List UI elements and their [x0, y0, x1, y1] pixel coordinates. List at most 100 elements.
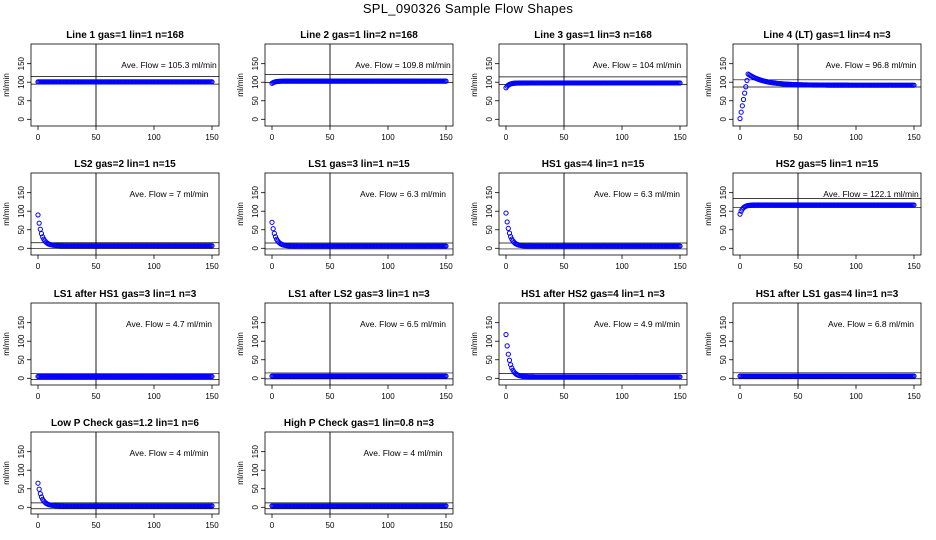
x-tick-label: 50: [92, 521, 101, 530]
y-tick-label: 100: [719, 75, 728, 89]
y-tick-label: 50: [719, 96, 728, 105]
average-flow-annotation: Ave. Flow = 6.3 ml/min: [594, 189, 680, 199]
data-point: [36, 486, 42, 492]
panel-10: LS1 after LS2 gas=3 lin=1 n=3 ml/min 0 50 10…: [236, 289, 454, 401]
data-point: [506, 357, 513, 363]
y-tick-label: 150: [251, 185, 260, 199]
y-tick-label: 50: [251, 225, 260, 234]
x-tick-label: 0: [270, 262, 275, 271]
y-tick-label: 50: [17, 484, 26, 493]
y-tick-label: 150: [485, 185, 494, 199]
data-point: [677, 80, 683, 86]
x-tick-label: 50: [326, 133, 335, 142]
plot-frame: [30, 302, 220, 386]
y-tick-label: 0: [251, 117, 260, 122]
x-tick-label: 150: [205, 133, 219, 142]
y-tick-label: 100: [251, 75, 260, 89]
panel-title: LS1 after HS1 gas=3 lin=1 n=3: [54, 289, 197, 300]
y-axis-label: ml/min: [470, 202, 479, 226]
data-point: [677, 374, 683, 380]
x-tick-label: 50: [794, 262, 803, 271]
y-axis-label: ml/min: [704, 202, 713, 226]
y-tick-label: 150: [251, 56, 260, 70]
x-tick-label: 150: [673, 262, 687, 271]
x-tick-label: 100: [147, 133, 161, 142]
plot-frame: [264, 43, 454, 127]
panel-title: LS2 gas=2 lin=1 n=15: [74, 159, 176, 170]
y-axis-label: ml/min: [2, 73, 11, 97]
x-tick-label: 0: [270, 133, 275, 142]
plot-frame: [264, 431, 454, 515]
panel-title: LS1 after LS2 gas=3 lin=1 n=3: [288, 289, 430, 300]
x-tick-label: 150: [205, 262, 219, 271]
y-tick-label: 150: [719, 185, 728, 199]
average-flow-annotation: Ave. Flow = 6.3 ml/min: [360, 189, 446, 199]
panel-title: HS1 gas=4 lin=1 n=15: [542, 159, 645, 170]
plot-frame: [732, 302, 922, 386]
panel-14: High P Check gas=1 lin=0.8 n=3 ml/min 0 50 1…: [236, 418, 454, 530]
data-point: [272, 234, 279, 240]
y-tick-label: 0: [17, 376, 26, 381]
panel-13: Low P Check gas=1.2 lin=1 n=6 ml/min 0 50 10…: [2, 418, 220, 530]
x-tick-label: 0: [36, 262, 41, 271]
x-tick-label: 100: [849, 262, 863, 271]
y-axis-label: ml/min: [236, 73, 245, 97]
y-tick-label: 100: [719, 334, 728, 348]
x-tick-label: 150: [907, 262, 921, 271]
average-flow-annotation: Ave. Flow = 6.8 ml/min: [828, 319, 914, 329]
data-point: [35, 212, 41, 218]
average-flow-annotation: Ave. Flow = 6.5 ml/min: [360, 319, 446, 329]
y-tick-label: 100: [719, 204, 728, 218]
x-tick-label: 0: [36, 521, 41, 530]
panel-title: Line 4 (LT) gas=1 lin=4 n=3: [763, 30, 891, 41]
y-tick-label: 50: [485, 225, 494, 234]
data-point: [35, 480, 41, 486]
x-tick-label: 50: [326, 262, 335, 271]
x-tick-label: 50: [92, 392, 101, 401]
data-point: [740, 96, 747, 103]
plot-frame: [30, 172, 220, 256]
y-tick-label: 150: [251, 444, 260, 458]
data-point: [508, 234, 514, 240]
data-point: [911, 202, 917, 208]
y-axis-label: ml/min: [470, 73, 479, 97]
panel-9: LS1 after HS1 gas=3 lin=1 n=3 ml/min 0 50 10…: [2, 289, 220, 401]
plot-frame: [30, 431, 220, 515]
y-tick-label: 100: [17, 334, 26, 348]
y-tick-label: 50: [485, 355, 494, 364]
x-tick-label: 100: [615, 392, 629, 401]
data-point: [37, 491, 43, 497]
panel-4: Line 4 (LT) gas=1 lin=4 n=3 ml/min 0 50 100 1…: [704, 30, 922, 142]
y-tick-label: 50: [17, 96, 26, 105]
panel-6: LS1 gas=3 lin=1 n=15 ml/min 0 50 100 150 0 50 10…: [236, 159, 454, 271]
y-axis-label: ml/min: [704, 73, 713, 97]
x-tick-label: 0: [36, 133, 41, 142]
data-point: [269, 219, 275, 225]
y-tick-label: 0: [485, 376, 494, 381]
data-point: [209, 243, 215, 249]
y-tick-label: 50: [17, 355, 26, 364]
plot-frame: [498, 43, 688, 127]
panel-title: High P Check gas=1 lin=0.8 n=3: [284, 418, 435, 429]
y-tick-label: 150: [719, 315, 728, 329]
average-flow-annotation: Ave. Flow = 96.8 ml/min: [826, 60, 917, 70]
data-point: [742, 90, 748, 96]
data-point: [37, 226, 43, 232]
data-point: [443, 503, 449, 509]
x-tick-label: 50: [92, 262, 101, 271]
x-tick-label: 150: [439, 262, 453, 271]
panel-title: HS2 gas=5 lin=1 n=15: [776, 159, 879, 170]
data-point: [505, 225, 511, 232]
average-flow-annotation: Ave. Flow = 105.3 ml/min: [121, 60, 217, 70]
x-tick-label: 150: [205, 521, 219, 530]
data-point: [36, 220, 42, 226]
y-tick-label: 100: [17, 463, 26, 477]
x-tick-label: 150: [673, 392, 687, 401]
y-tick-label: 0: [17, 246, 26, 251]
panel-title: Line 1 gas=1 lin=1 n=168: [66, 30, 184, 41]
y-tick-label: 0: [17, 117, 26, 122]
plot-frame: [732, 43, 922, 127]
y-axis-label: ml/min: [236, 202, 245, 226]
panel-8: HS2 gas=5 lin=1 n=15 ml/min 0 50 100 150 0 50 10…: [704, 159, 922, 271]
y-tick-label: 50: [251, 484, 260, 493]
